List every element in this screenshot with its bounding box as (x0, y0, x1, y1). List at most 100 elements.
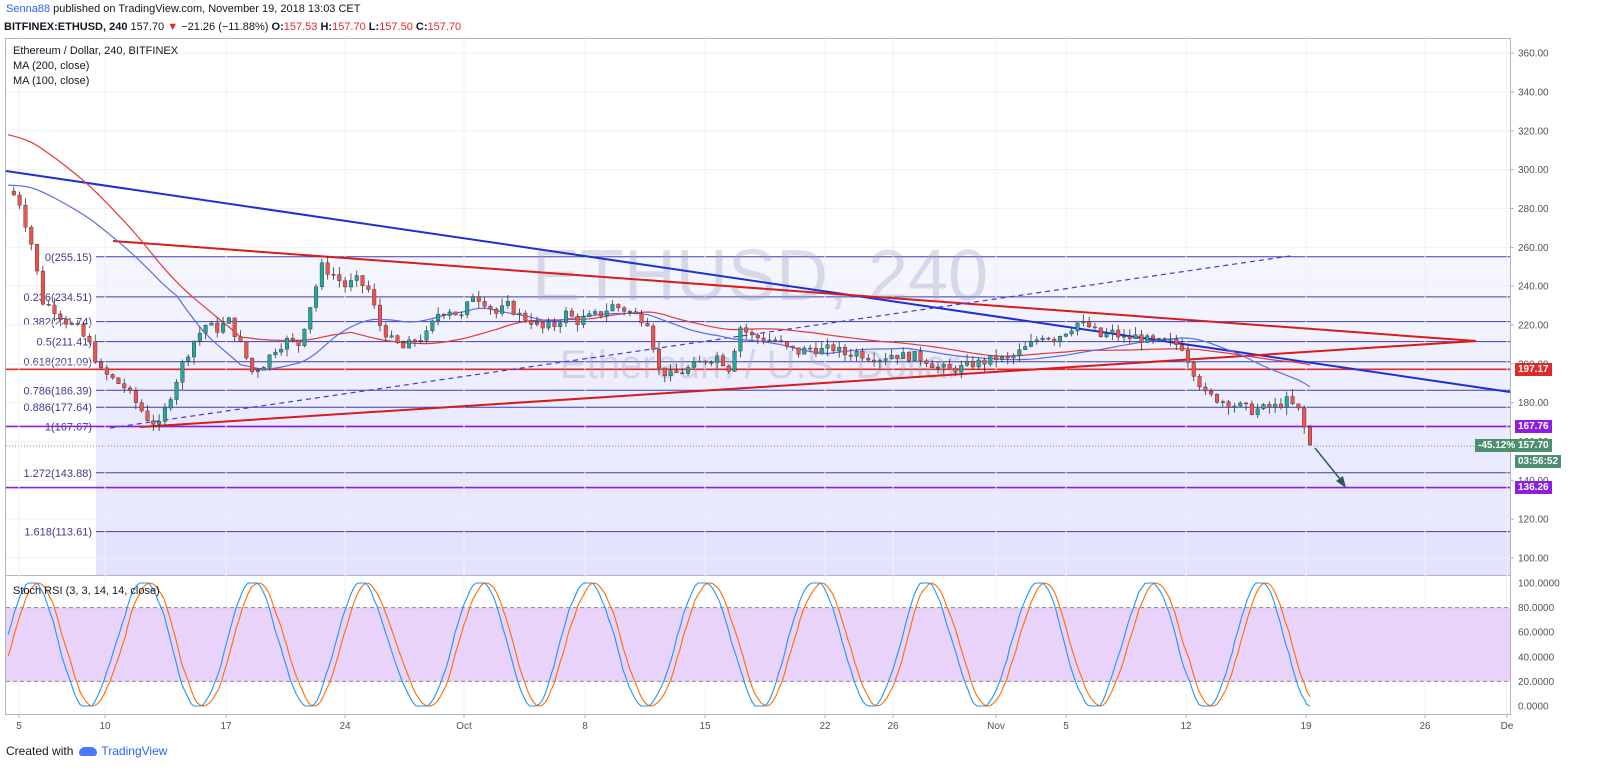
fib-label: 0.886(177.64) (24, 402, 93, 414)
candle-body (691, 361, 696, 368)
x-tick-label: 24 (339, 721, 351, 732)
candle-body (1185, 350, 1190, 363)
candle-body (290, 338, 295, 341)
fib-retracement[interactable]: 0(255.15) 0.236(234.51) 0.382(221.74) 0.5(2… (6, 252, 1510, 575)
projection-arrow[interactable] (1314, 447, 1345, 485)
tag-167: 167.76 (1515, 420, 1552, 433)
x-tick-label: 26 (1419, 721, 1431, 732)
close-label: C: (415, 21, 428, 33)
candle-body (424, 330, 429, 341)
candle-body (1081, 321, 1086, 324)
high-value: 157.70 (332, 21, 366, 33)
candle-body (575, 315, 580, 325)
candle-body (128, 387, 133, 391)
candle-body (58, 313, 63, 320)
ma100-line (7, 184, 1311, 388)
fib-diagonal (109, 255, 1291, 429)
legend-ma100[interactable]: MA (100, close) (13, 75, 90, 87)
candle-body (1191, 362, 1196, 377)
candle-body (23, 204, 28, 228)
candle-body (779, 340, 784, 342)
time-axis[interactable]: 5 10 17 24 Oct 8 15 22 26 Nov 5 12 19 26 De (16, 714, 1514, 732)
candle-body (540, 321, 545, 329)
candle-body (1046, 337, 1051, 340)
candle-body (616, 304, 621, 309)
candle-body (1203, 386, 1208, 392)
candle-body (145, 410, 150, 421)
fib-label: 0.5(211.41) (37, 337, 92, 349)
candle-body (1162, 338, 1167, 340)
candle-body (110, 374, 115, 379)
stoch-rsi-label[interactable]: Stoch RSI (3, 3, 14, 14, close) (13, 585, 160, 597)
watermark-symbol: ETHUSD, 240 (532, 236, 988, 316)
candle-body (441, 313, 446, 316)
candle-body (186, 356, 191, 362)
candle-body (953, 367, 958, 373)
candle-body (999, 356, 1004, 361)
candle-body (773, 339, 778, 342)
candle-body (279, 348, 284, 353)
legend-title[interactable]: Ethereum / Dollar, 240, BITFINEX (13, 45, 179, 57)
candle-body (1249, 403, 1254, 415)
candle-body (296, 340, 301, 346)
symbol-label[interactable]: BITFINEX:ETHUSD, 240 (4, 21, 128, 33)
candle-body (668, 370, 673, 377)
y-tick-label: 240.00 (1518, 282, 1549, 293)
candle-body (1238, 402, 1243, 407)
rsi-tick-label: 20.0000 (1518, 677, 1555, 688)
legend-ma200[interactable]: MA (200, close) (13, 60, 90, 72)
candle-body (883, 358, 888, 361)
candle-body (215, 322, 220, 333)
candle-body (1209, 390, 1214, 395)
candle-body (133, 390, 138, 403)
y-tick-label: 300.00 (1518, 165, 1549, 176)
y-tick-label: 360.00 (1518, 49, 1549, 60)
candle-body (872, 359, 877, 363)
candle-body (255, 370, 260, 372)
candle-body (639, 313, 644, 324)
tradingview-link[interactable]: TradingView (101, 744, 168, 758)
candle-body (1273, 403, 1278, 408)
candle-body (1232, 405, 1237, 408)
red-trendline-lower (139, 340, 1477, 428)
candle-body (395, 335, 400, 343)
x-tick-label: 12 (1180, 721, 1192, 732)
open-label: O: (271, 21, 284, 33)
candle-body (273, 351, 278, 356)
candle-body (1296, 403, 1301, 409)
candle-body (244, 341, 249, 359)
candle-body (1174, 338, 1179, 345)
candle-body (197, 332, 202, 342)
price-axis[interactable]: 360.00 340.00 320.00 300.00 280.00 260.00 240.… (1510, 49, 1560, 713)
candle-body (1220, 401, 1225, 403)
fib-zone (96, 426, 1510, 473)
candle-body (261, 367, 266, 371)
author-link[interactable]: Senna88 (6, 3, 51, 15)
candle-body (1005, 356, 1010, 359)
y-tick-label: 120.00 (1518, 515, 1549, 526)
trendlines[interactable] (5, 170, 1511, 429)
candle-body (232, 317, 237, 338)
candle-body (1058, 336, 1063, 343)
candle-body (1302, 407, 1307, 428)
candle-body (226, 317, 231, 324)
fib-zone (96, 256, 1510, 297)
symbol-info-bar: BITFINEX:ETHUSD, 240 157.70 ▼ −21.26 (−1… (0, 18, 1600, 36)
candle-body (604, 310, 609, 317)
candle-body (790, 345, 795, 348)
candle-body (139, 402, 144, 412)
candle-body (1011, 355, 1016, 359)
candle-body (936, 366, 941, 369)
fib-label: 0.382(221.74) (24, 317, 93, 329)
candle-body (738, 327, 743, 352)
candle-body (1145, 335, 1150, 343)
tag-last: 157.70 (1515, 439, 1552, 452)
candle-body (360, 275, 365, 286)
x-tick-label: 22 (819, 721, 831, 732)
candle-body (848, 354, 853, 357)
tradingview-logo-icon (79, 747, 98, 757)
watermark-name: Ethereum / U.S. Dollar (560, 343, 960, 387)
candle-body (1255, 408, 1260, 415)
candle-body (715, 355, 720, 363)
